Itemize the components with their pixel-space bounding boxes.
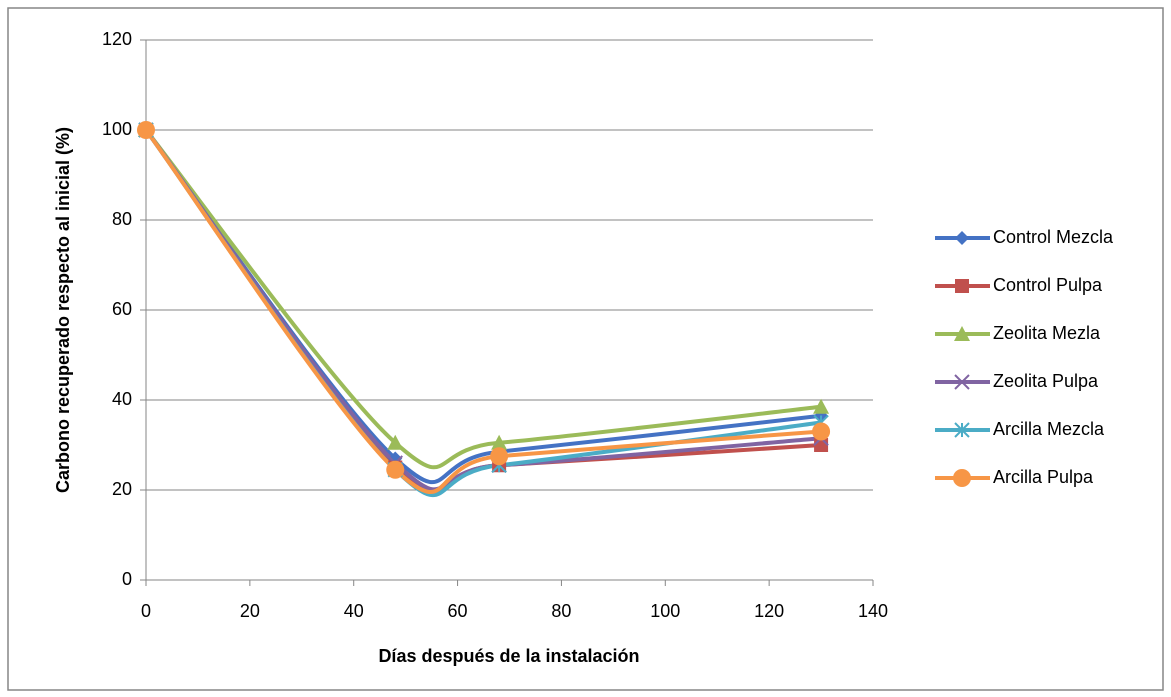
- data-point: [137, 121, 155, 139]
- x-tick-label: 120: [754, 601, 784, 621]
- legend-marker: [955, 231, 969, 245]
- y-tick-label: 60: [112, 299, 132, 319]
- y-tick-label: 80: [112, 209, 132, 229]
- data-point: [387, 434, 404, 450]
- y-tick-label: 20: [112, 479, 132, 499]
- x-axis-label: Días después de la instalación: [378, 646, 639, 666]
- y-tick-label: 100: [102, 119, 132, 139]
- legend-marker: [954, 374, 970, 390]
- legend-label: Control Mezcla: [993, 227, 1114, 247]
- y-axis-label: Carbono recuperado respecto al inicial (…: [53, 127, 73, 493]
- chart-frame: [7, 7, 1164, 691]
- legend-marker: [954, 422, 970, 438]
- series-line: [144, 128, 822, 494]
- legend-label: Arcilla Mezcla: [993, 419, 1105, 439]
- x-tick-label: 40: [344, 601, 364, 621]
- legend-label: Arcilla Pulpa: [993, 467, 1094, 487]
- y-tick-label: 120: [102, 29, 132, 49]
- data-point: [813, 398, 830, 414]
- x-tick-label: 20: [240, 601, 260, 621]
- data-point: [490, 447, 509, 466]
- x-tick-label: 80: [551, 601, 571, 621]
- data-point: [812, 422, 831, 441]
- legend-marker: [955, 279, 969, 293]
- legend-label: Zeolita Mezla: [993, 323, 1101, 343]
- legend-marker: [953, 469, 971, 487]
- legend-label: Zeolita Pulpa: [993, 371, 1099, 391]
- x-tick-label: 100: [650, 601, 680, 621]
- legend-label: Control Pulpa: [993, 275, 1103, 295]
- data-point: [386, 460, 405, 479]
- series-line: [144, 128, 822, 470]
- x-tick-label: 60: [448, 601, 468, 621]
- data-point: [491, 434, 508, 450]
- x-tick-label: 140: [858, 601, 888, 621]
- legend-marker: [954, 326, 970, 341]
- y-tick-label: 0: [122, 569, 132, 589]
- x-tick-label: 0: [141, 601, 151, 621]
- y-tick-label: 40: [112, 389, 132, 409]
